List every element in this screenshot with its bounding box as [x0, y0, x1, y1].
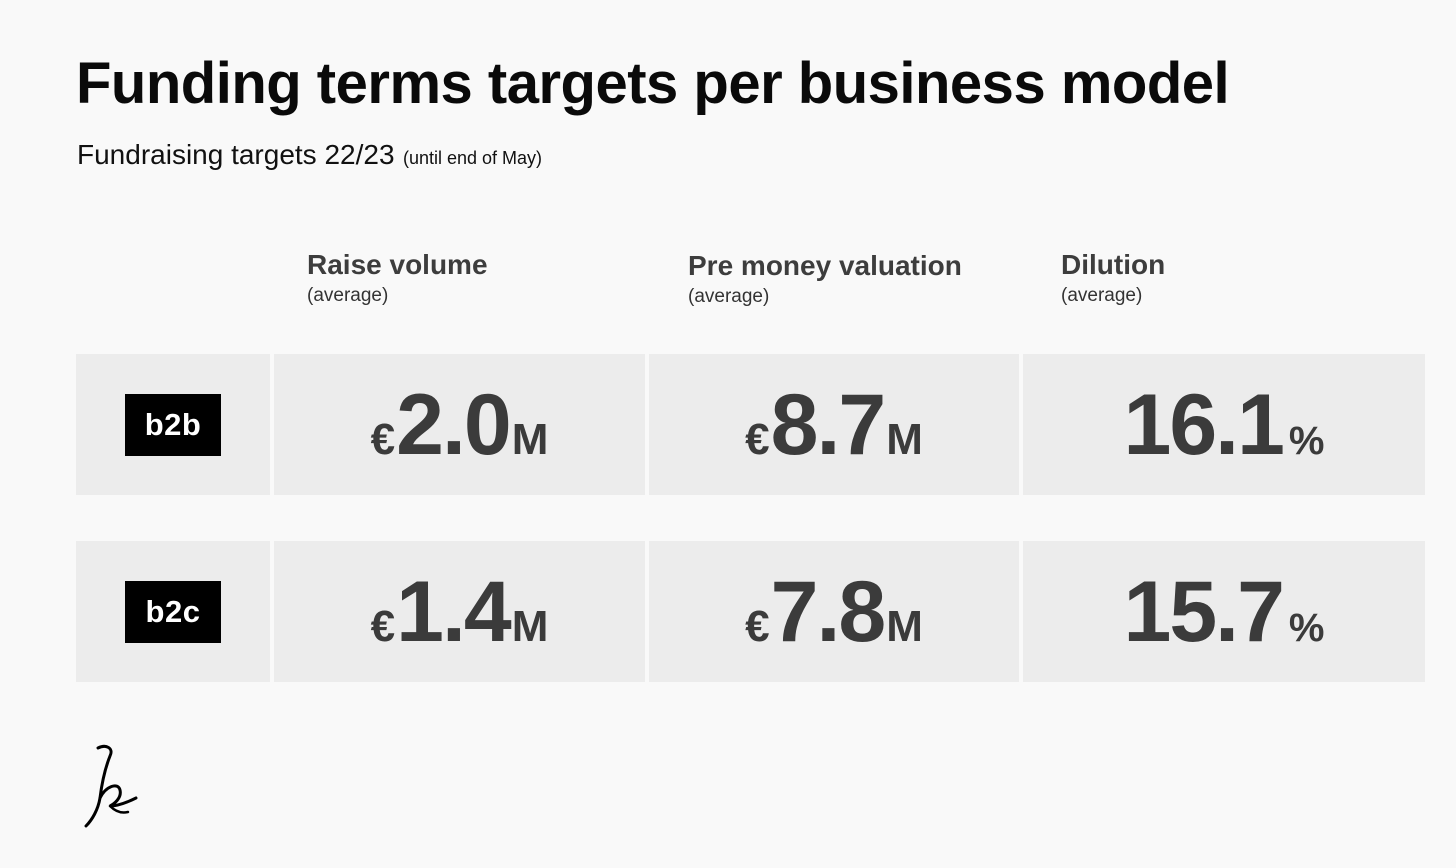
subtitle-main: Fundraising targets 22/23: [77, 139, 395, 170]
metric-unit: %: [1288, 605, 1325, 650]
metric-number: 8.7: [770, 376, 887, 473]
currency-symbol: €: [745, 414, 770, 464]
metric-unit: M: [886, 601, 923, 651]
dilution-cell: 15.7 %: [1023, 541, 1425, 682]
model-badge: b2b: [125, 393, 221, 456]
currency-symbol: €: [370, 414, 396, 464]
dilution-value: 15.7 %: [1124, 569, 1325, 655]
metric-number: 15.7: [1123, 563, 1285, 660]
page-subtitle: Fundraising targets 22/23 (until end of …: [77, 138, 542, 172]
column-header-pre-money-valuation: Pre money valuation (average): [688, 249, 962, 308]
column-header-raise-volume: Raise volume (average): [307, 248, 488, 307]
dilution-cell: 16.1 %: [1023, 354, 1425, 495]
metric-unit: M: [511, 601, 549, 651]
column-header-dilution: Dilution (average): [1061, 248, 1165, 307]
valuation-cell: € 7.8 M: [649, 541, 1019, 682]
column-header-sub: (average): [307, 284, 389, 306]
metric-number: 16.1: [1123, 376, 1285, 473]
column-header-sub: (average): [688, 285, 770, 307]
model-badge: b2c: [125, 580, 221, 643]
page-title: Funding terms targets per business model: [76, 51, 1230, 116]
raise-volume-cell: € 1.4 M: [274, 541, 645, 682]
metric-number: 7.8: [770, 563, 887, 660]
raise-volume-value: € 1.4 M: [371, 569, 549, 655]
column-header-sub: (average): [1061, 284, 1143, 306]
metric-unit: M: [886, 414, 923, 464]
row-label-cell: b2c: [76, 541, 270, 682]
raise-volume-cell: € 2.0 M: [274, 354, 645, 495]
metric-unit: %: [1288, 418, 1325, 463]
column-header-label: Dilution: [1061, 249, 1166, 280]
dilution-value: 16.1 %: [1124, 382, 1325, 468]
column-header-label: Pre money valuation: [688, 250, 962, 281]
subtitle-note: (until end of May): [402, 148, 543, 168]
column-header-label: Raise volume: [307, 249, 488, 280]
signature-logo-icon: [84, 744, 138, 828]
valuation-value: € 7.8 M: [745, 569, 923, 655]
raise-volume-value: € 2.0 M: [371, 382, 549, 468]
valuation-value: € 8.7 M: [745, 382, 923, 468]
metric-unit: M: [511, 414, 549, 464]
valuation-cell: € 8.7 M: [649, 354, 1019, 495]
currency-symbol: €: [370, 601, 396, 651]
table-row-b2b: b2b € 2.0 M € 8.7 M 16.1 %: [76, 354, 1425, 495]
row-label-cell: b2b: [76, 354, 270, 495]
metric-number: 1.4: [396, 563, 512, 660]
table-row-b2c: b2c € 1.4 M € 7.8 M 15.7 %: [76, 541, 1425, 682]
metric-number: 2.0: [396, 376, 512, 473]
currency-symbol: €: [745, 601, 770, 651]
